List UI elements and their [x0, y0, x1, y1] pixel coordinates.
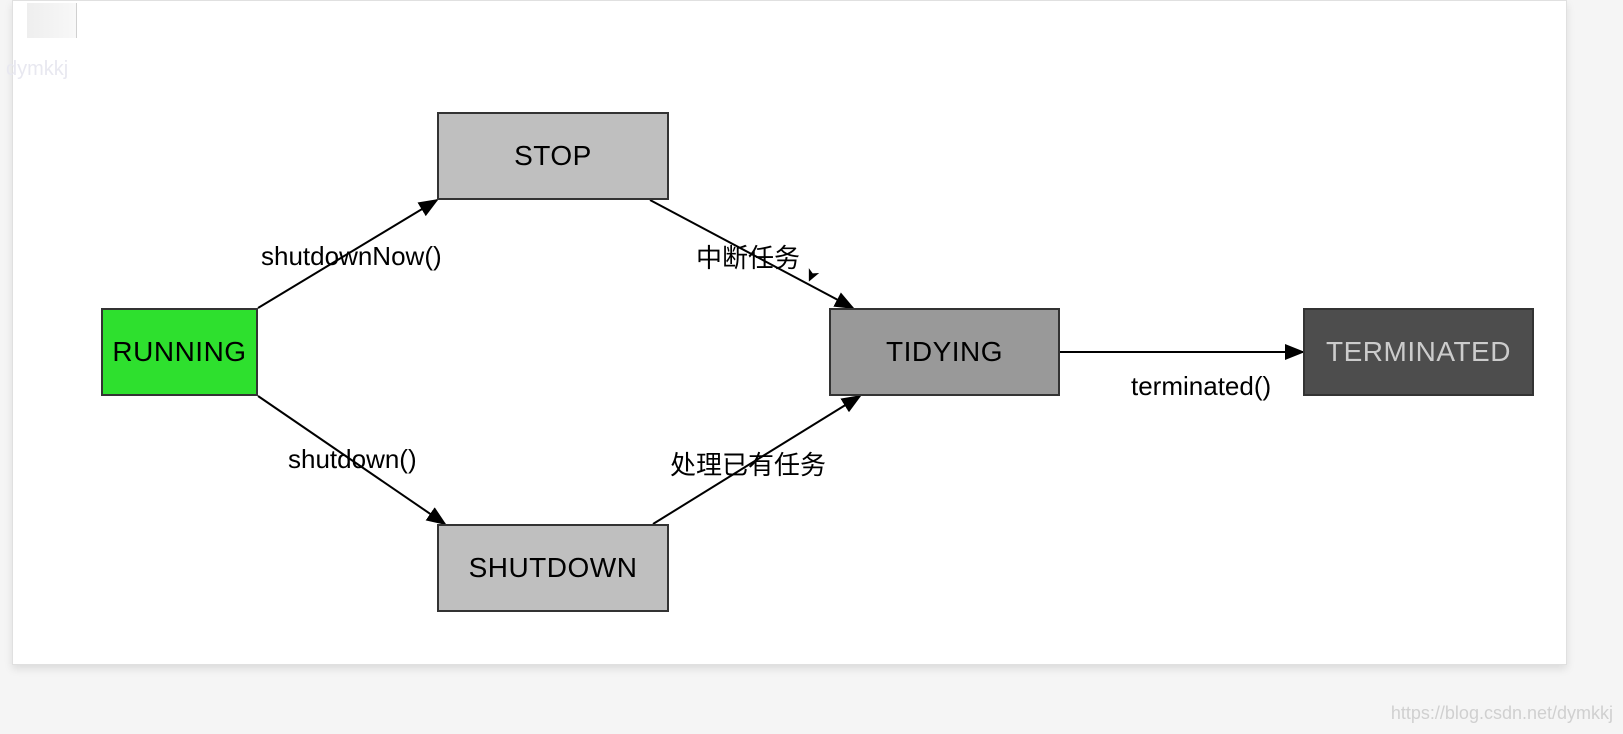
- diagram-canvas: RUNNING STOP SHUTDOWN TIDYING TERMINATED shu…: [12, 0, 1567, 665]
- edge-label-tidying-to-terminated: terminated(): [1131, 371, 1271, 402]
- watermark-top-left: dymkkj: [6, 58, 68, 81]
- cursor-pointer-icon: ➤: [799, 264, 824, 287]
- node-terminated: TERMINATED: [1303, 308, 1534, 396]
- node-shutdown: SHUTDOWN: [437, 524, 669, 612]
- edge-label-shutdown-to-tidying: 处理已有任务: [670, 445, 826, 482]
- edge-label-stop-to-tidying: 中断任务: [696, 238, 800, 275]
- node-running: RUNNING: [101, 308, 258, 396]
- ruler-corner: [27, 3, 77, 38]
- node-tidying: TIDYING: [829, 308, 1060, 396]
- edge-label-running-to-stop: shutdownNow(): [261, 241, 442, 272]
- watermark-bottom-right: https://blog.csdn.net/dymkkj: [1391, 703, 1613, 724]
- edge-label-running-to-shutdown: shutdown(): [288, 444, 417, 475]
- node-stop: STOP: [437, 112, 669, 200]
